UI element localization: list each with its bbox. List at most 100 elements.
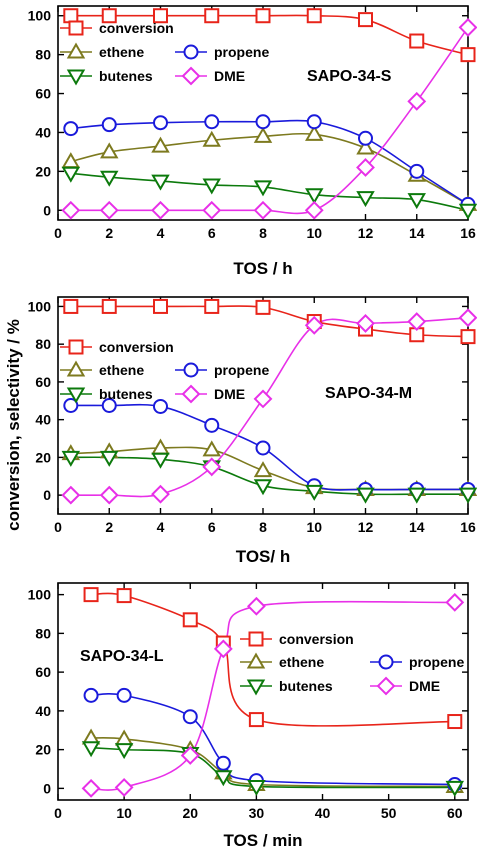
data-point-butenes bbox=[247, 779, 266, 796]
x-tick-label: 16 bbox=[460, 225, 476, 241]
legend-marker-conversion bbox=[248, 631, 264, 647]
data-point-dme bbox=[407, 91, 427, 111]
x-tick-label: 0 bbox=[54, 519, 62, 535]
data-point-conversion bbox=[204, 8, 220, 24]
legend: conversion ethene propene butenes DME bbox=[240, 631, 464, 696]
data-point-dme bbox=[81, 778, 101, 798]
data-point-propene bbox=[204, 114, 220, 130]
y-tick-label: 40 bbox=[35, 124, 51, 140]
data-point-propene bbox=[255, 114, 271, 130]
data-point-propene bbox=[101, 117, 117, 133]
x-tick-label: 0 bbox=[54, 805, 62, 821]
x-tick-label: 20 bbox=[182, 805, 198, 821]
data-point-ethene bbox=[202, 130, 221, 147]
data-point-conversion bbox=[116, 588, 132, 604]
chart-panel-1: 0 2 4 6 8 10 12 14 16 0 20 40 60 80 100 TOS / h SAPO-34-… bbox=[28, 5, 477, 278]
x-tick-label: 4 bbox=[157, 519, 165, 535]
data-point-butenes bbox=[305, 484, 324, 501]
y-tick-label: 0 bbox=[43, 202, 51, 218]
data-point-dme bbox=[202, 457, 222, 477]
data-point-butenes bbox=[356, 487, 375, 504]
y-tick-label: 40 bbox=[35, 703, 51, 719]
data-point-propene bbox=[153, 115, 168, 131]
x-axis-title: TOS/ h bbox=[236, 547, 290, 566]
data-point-conversion bbox=[153, 298, 168, 314]
data-point-conversion bbox=[63, 298, 79, 314]
data-point-butenes bbox=[445, 780, 465, 797]
data-point-conversion bbox=[306, 8, 322, 24]
data-point-ethene bbox=[100, 142, 119, 159]
legend-label-butenes: butenes bbox=[279, 678, 333, 694]
data-point-butenes bbox=[214, 770, 233, 787]
data-point-propene bbox=[116, 687, 132, 703]
data-point-dme bbox=[253, 200, 273, 220]
legend-marker-ethene bbox=[66, 42, 86, 59]
panel-label: SAPO-34-S bbox=[307, 68, 392, 85]
data-point-dme bbox=[151, 200, 170, 220]
x-tick-label: 6 bbox=[208, 225, 216, 241]
x-tick-label: 12 bbox=[358, 519, 374, 535]
data-point-conversion bbox=[255, 299, 271, 315]
series-line-propene bbox=[70, 119, 468, 206]
data-point-conversion bbox=[153, 8, 168, 24]
data-point-dme bbox=[61, 200, 81, 220]
y-tick-label: 60 bbox=[35, 86, 51, 102]
y-tick-label: 20 bbox=[35, 449, 51, 465]
data-point-conversion bbox=[409, 33, 425, 49]
x-tick-label: 8 bbox=[259, 519, 267, 535]
data-point-dme bbox=[180, 746, 200, 765]
legend-label-propene: propene bbox=[214, 362, 269, 378]
data-point-propene bbox=[255, 440, 271, 456]
data-point-propene bbox=[101, 398, 117, 413]
data-point-ethene bbox=[202, 440, 221, 457]
legend-marker-conversion bbox=[68, 20, 84, 36]
legend-label-propene: propene bbox=[409, 654, 464, 670]
data-point-ethene bbox=[253, 126, 273, 143]
data-point-conversion bbox=[101, 298, 117, 314]
legend-label-conversion: conversion bbox=[99, 20, 174, 36]
series-line-butenes bbox=[70, 172, 468, 212]
legend-marker-conversion bbox=[68, 339, 84, 355]
data-point-propene bbox=[63, 121, 79, 137]
data-point-conversion bbox=[358, 12, 373, 28]
data-point-propene bbox=[182, 709, 198, 725]
data-point-butenes bbox=[458, 487, 477, 504]
x-tick-label: 2 bbox=[105, 225, 113, 241]
data-point-propene bbox=[63, 398, 79, 413]
legend-marker-butenes bbox=[246, 679, 266, 696]
legend-label-propene: propene bbox=[214, 44, 269, 60]
data-point-conversion bbox=[460, 47, 476, 63]
y-tick-label: 0 bbox=[43, 780, 51, 796]
data-point-dme bbox=[99, 200, 119, 220]
data-point-butenes bbox=[407, 193, 426, 210]
data-point-butenes bbox=[253, 180, 273, 197]
data-point-dme bbox=[151, 484, 170, 504]
legend-marker-butenes bbox=[66, 69, 86, 86]
data-point-conversion bbox=[460, 329, 476, 345]
data-point-ethene bbox=[253, 461, 273, 478]
data-point-propene bbox=[306, 114, 322, 130]
x-tick-label: 14 bbox=[409, 225, 425, 241]
data-point-butenes bbox=[61, 166, 81, 183]
data-point-butenes bbox=[305, 188, 324, 205]
plot-frame bbox=[57, 582, 469, 801]
data-point-dme bbox=[304, 200, 324, 220]
data-point-conversion bbox=[255, 8, 271, 24]
y-tick-label: 60 bbox=[35, 664, 51, 680]
x-tick-label: 4 bbox=[157, 225, 165, 241]
x-tick-label: 30 bbox=[249, 805, 265, 821]
data-point-propene bbox=[153, 398, 168, 414]
data-point-propene bbox=[204, 417, 220, 433]
legend-marker-propene bbox=[183, 362, 199, 378]
y-tick-label: 20 bbox=[35, 742, 51, 758]
legend: conversion ethene propene butenes DME bbox=[60, 20, 269, 86]
y-tick-label: 100 bbox=[28, 298, 52, 314]
data-point-conversion bbox=[101, 8, 117, 24]
legend-marker-dme bbox=[181, 66, 201, 86]
data-point-dme bbox=[61, 485, 81, 505]
data-point-butenes bbox=[151, 452, 170, 469]
legend-label-ethene: ethene bbox=[279, 654, 324, 670]
data-point-butenes bbox=[202, 178, 221, 195]
y-tick-label: 80 bbox=[35, 625, 51, 641]
